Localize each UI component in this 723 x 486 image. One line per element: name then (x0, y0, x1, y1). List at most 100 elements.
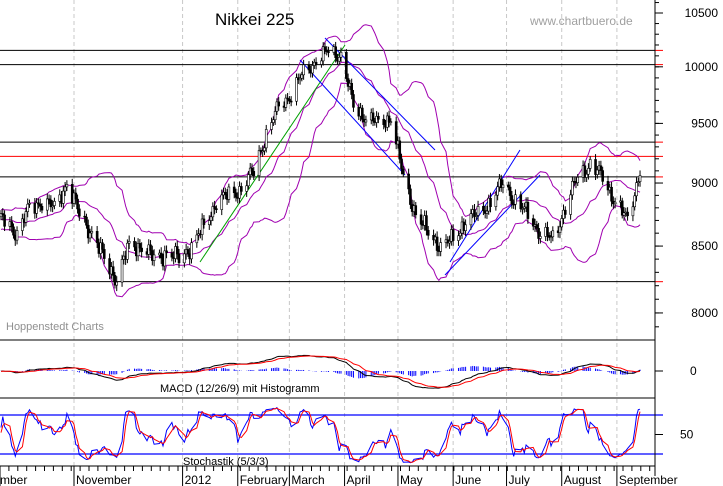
candle (49, 199, 53, 208)
candle (407, 173, 410, 190)
candle (224, 191, 227, 195)
candle (195, 234, 199, 244)
candle (635, 182, 638, 197)
candle (426, 229, 430, 236)
candle (531, 218, 535, 227)
candle (350, 83, 353, 95)
candle (211, 206, 215, 218)
candle (482, 206, 485, 211)
macd-panel (0, 354, 641, 389)
candle (327, 51, 330, 53)
bollinger-bands (0, 24, 641, 298)
candle (594, 159, 597, 175)
candle (352, 94, 355, 108)
candle (286, 97, 289, 100)
candle (401, 168, 405, 175)
candle (499, 178, 503, 189)
candle (261, 150, 264, 153)
candle (102, 249, 106, 259)
candle (583, 165, 587, 178)
candle (26, 203, 30, 212)
candle (3, 214, 6, 227)
candle (247, 174, 250, 187)
candle (78, 208, 81, 217)
candle (108, 258, 111, 275)
trend-line (324, 37, 436, 151)
candle (38, 203, 42, 207)
candle (588, 159, 592, 169)
candle (220, 194, 224, 210)
candle (523, 206, 526, 209)
candle (394, 121, 398, 145)
candle (113, 275, 117, 286)
candle (501, 184, 505, 189)
candle (95, 231, 99, 243)
x-tick-label: September (619, 473, 678, 486)
candle (587, 168, 590, 175)
candle (74, 192, 78, 200)
bollinger-upper (0, 24, 641, 246)
candle (387, 115, 391, 123)
candle (457, 235, 460, 241)
macd-label: MACD (12/26/9) mit Histogramm (160, 383, 320, 395)
y-tick-label: 8500 (691, 239, 718, 253)
candle (263, 147, 266, 152)
candle (127, 241, 131, 244)
candle (302, 64, 305, 76)
candle (245, 185, 248, 192)
candle (63, 186, 67, 192)
candle (345, 51, 348, 79)
horizontal-levels (0, 49, 663, 283)
x-tick-label: April (347, 473, 371, 486)
candle (232, 186, 236, 194)
candle (439, 242, 442, 252)
candle (633, 195, 637, 208)
trend-line (299, 59, 406, 176)
candle (435, 236, 439, 251)
candle (631, 206, 635, 217)
candle (346, 78, 350, 87)
candle (321, 46, 325, 62)
candle (613, 201, 617, 205)
candle (45, 198, 49, 211)
candle (425, 215, 428, 231)
candle (307, 64, 311, 71)
candle (62, 190, 65, 204)
candle (12, 226, 15, 236)
macd-signal-line (0, 355, 641, 388)
candle (76, 198, 79, 210)
candle (400, 158, 403, 170)
y-tick-label: 9000 (691, 176, 718, 190)
candle (159, 252, 163, 259)
candle (53, 201, 56, 206)
candle (364, 119, 368, 123)
candle (311, 65, 314, 74)
candle (86, 224, 90, 239)
candle (300, 74, 304, 79)
candle (473, 209, 476, 217)
candle (323, 46, 327, 51)
candle (111, 266, 115, 276)
watermark: www.chartbuero.de (529, 14, 633, 28)
candle (90, 231, 94, 234)
candle (257, 150, 261, 176)
candle (289, 100, 293, 103)
candle (626, 211, 629, 217)
candle (325, 49, 329, 52)
candle (177, 253, 181, 264)
source-label: Hoppenstedt Charts (6, 321, 104, 333)
candle (138, 243, 142, 249)
candle (88, 232, 92, 239)
candle (464, 224, 467, 231)
candle (419, 214, 423, 225)
candle (476, 206, 480, 216)
candle (521, 208, 524, 210)
candle (272, 119, 275, 123)
candle (489, 197, 492, 207)
candle (361, 107, 364, 120)
candle (264, 129, 268, 149)
candle (238, 186, 241, 199)
x-tick-label: November (76, 473, 131, 486)
stochastic-panel (0, 406, 663, 464)
